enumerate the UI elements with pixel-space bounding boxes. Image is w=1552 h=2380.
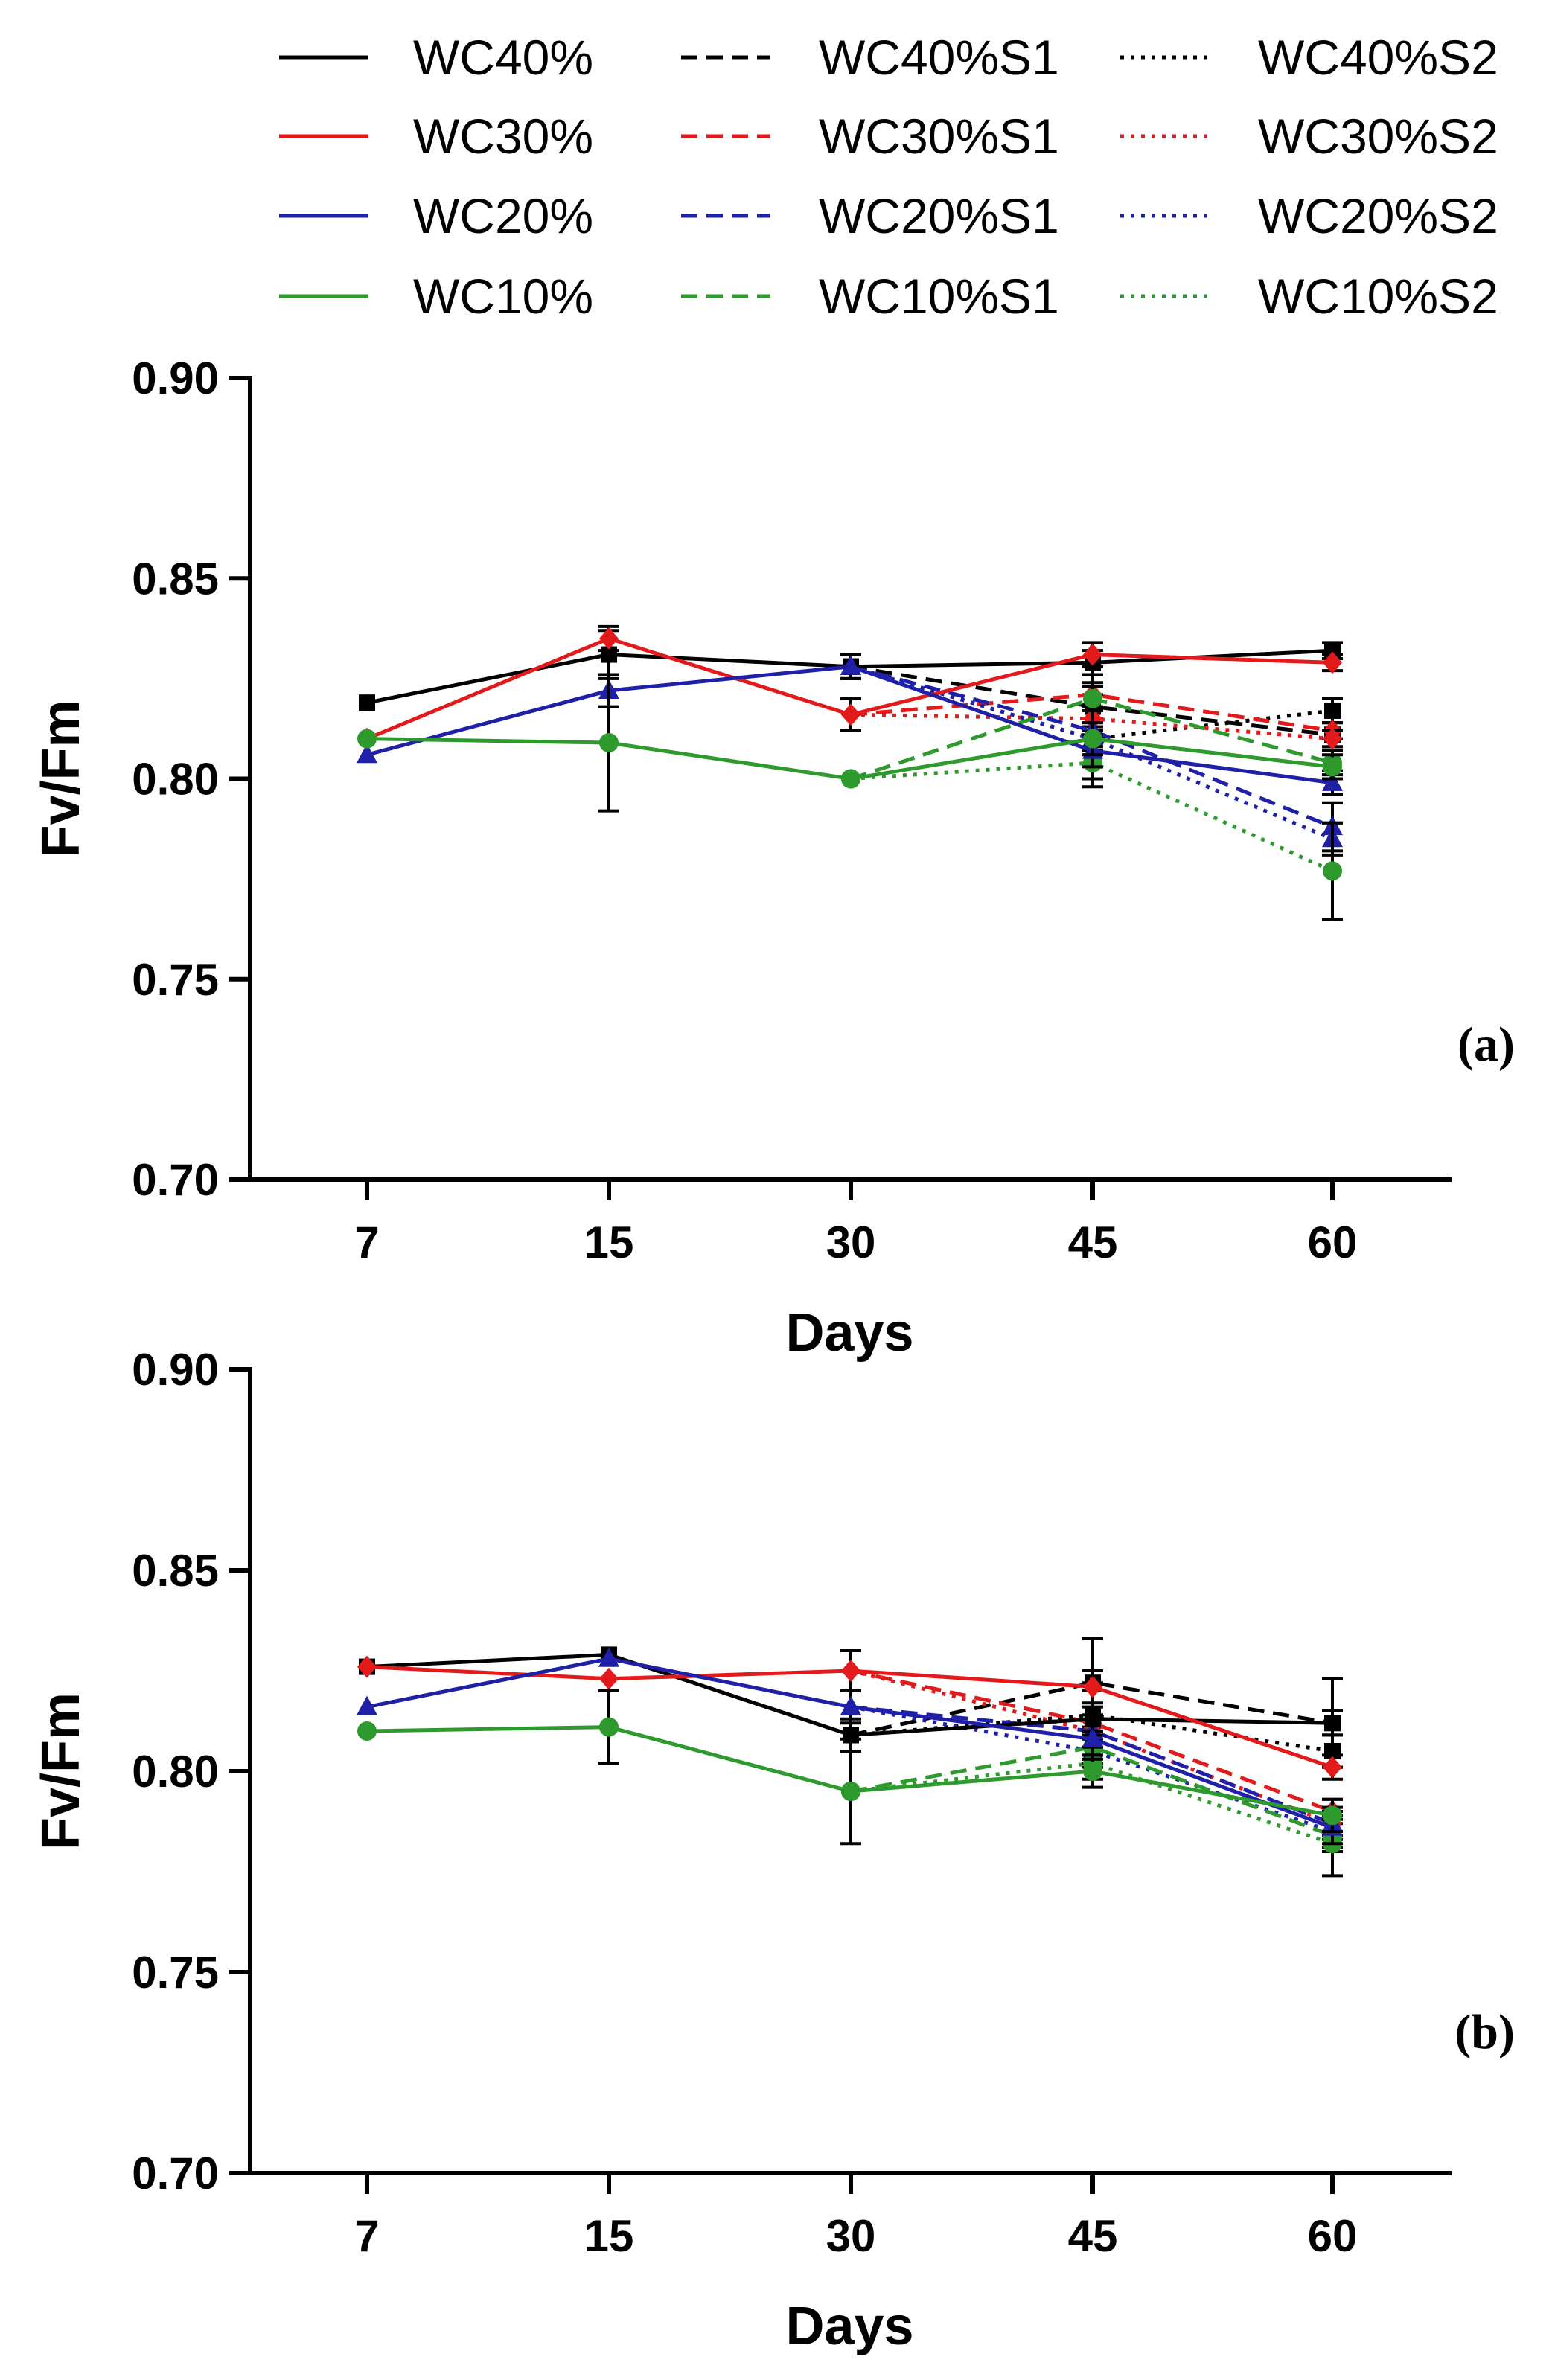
data-point	[1082, 1727, 1103, 1747]
data-point	[1323, 757, 1342, 777]
data-point	[1083, 643, 1102, 666]
data-point	[1323, 1756, 1342, 1779]
data-point	[1323, 1805, 1342, 1826]
x-tick-label-a: 60	[1308, 1218, 1358, 1267]
data-point	[1323, 651, 1342, 674]
y-tick-label-b: 0.90	[132, 1345, 219, 1395]
series-wc10pct-b	[357, 1689, 1343, 1846]
series-line	[850, 665, 1333, 829]
data-point	[840, 655, 861, 675]
y-tick-label-b: 0.85	[132, 1546, 219, 1596]
data-point	[841, 769, 860, 789]
data-point	[841, 1660, 860, 1682]
panel-b-chart: 0.70 0.75 0.80 0.85 0.90 7 15 30 45 60 Days Fv/Fm (b…	[31, 1345, 1515, 2356]
x-tick-label-b: 7	[354, 2211, 379, 2261]
x-tick-label-b: 60	[1308, 2211, 1358, 2261]
legend-label-wc10pct: WC10%	[413, 269, 593, 324]
data-point	[1323, 861, 1342, 881]
data-point	[841, 1782, 860, 1801]
x-tick-label-a: 15	[584, 1218, 634, 1267]
data-point	[357, 1695, 377, 1715]
x-tick-label-b: 45	[1068, 2211, 1118, 2261]
x-tick-label-a: 7	[354, 1218, 379, 1267]
y-tick-label-b: 0.75	[132, 1948, 219, 1997]
x-tick-label-b: 15	[584, 2211, 634, 2261]
data-point	[357, 1721, 377, 1741]
data-point	[598, 1647, 619, 1667]
legend-label-wc40pcts1: WC40%S1	[819, 30, 1059, 85]
legend-label-wc10pcts2: WC10%S2	[1258, 269, 1498, 324]
series-wc20pct-a	[357, 653, 1343, 797]
legend-label-wc40pcts2: WC40%S2	[1258, 30, 1498, 85]
legend-label-wc10pcts1: WC10%S1	[819, 269, 1059, 324]
data-point	[1083, 729, 1102, 749]
y-tick-label-a: 0.70	[132, 1155, 219, 1205]
data-point	[1083, 1762, 1102, 1781]
y-tick-label-b: 0.70	[132, 2149, 219, 2198]
series-line	[850, 1745, 1333, 1837]
data-point	[599, 733, 619, 753]
series-wc30pct-a	[357, 624, 1343, 750]
series-wc10pct-a	[357, 673, 1343, 813]
data-point	[599, 627, 619, 650]
y-tick-label-a: 0.75	[132, 955, 219, 1005]
y-tick-label-a: 0.80	[132, 755, 219, 804]
legend: WC40% WC40%S1 WC40%S2 WC30% WC30%S1 WC30%S2 WC…	[279, 30, 1498, 324]
legend-label-wc20pcts2: WC20%S2	[1258, 188, 1498, 243]
legend-label-wc30pcts1: WC30%S1	[819, 109, 1059, 164]
legend-label-wc30pcts2: WC30%S2	[1258, 109, 1498, 164]
legend-label-wc20pcts1: WC20%S1	[819, 188, 1059, 243]
data-point	[599, 1717, 619, 1737]
data-point	[1323, 727, 1342, 750]
data-point	[1324, 702, 1341, 719]
data-point	[357, 743, 377, 764]
y-tick-label-a: 0.90	[132, 354, 219, 403]
y-axis-title-a: Fv/Fm	[31, 700, 91, 857]
data-point	[359, 694, 375, 711]
series-line	[850, 665, 1333, 737]
y-tick-label-b: 0.80	[132, 1747, 219, 1797]
series-line	[850, 1669, 1333, 1814]
y-tick-label-a: 0.85	[132, 554, 219, 604]
x-tick-label-a: 45	[1068, 1218, 1118, 1267]
x-axis-title-a: Days	[785, 1303, 913, 1363]
data-point	[1083, 1675, 1102, 1698]
data-point	[357, 729, 377, 749]
data-point	[1322, 771, 1343, 791]
legend-label-wc20pct: WC20%	[413, 188, 593, 243]
data-point	[599, 1667, 619, 1690]
series-wc20pct-b	[357, 1647, 1343, 1846]
panel-label-a: (a)	[1457, 1017, 1515, 1072]
data-point	[1324, 1715, 1341, 1732]
legend-label-wc30pct: WC30%	[413, 109, 593, 164]
data-point	[840, 1695, 861, 1715]
panel-label-b: (b)	[1454, 2005, 1515, 2059]
data-point	[1083, 688, 1102, 708]
x-tick-label-b: 30	[826, 2211, 876, 2261]
x-tick-label-a: 30	[826, 1218, 876, 1267]
y-axis-title-b: Fv/Fm	[31, 1692, 91, 1850]
data-point	[841, 703, 860, 726]
panel-a-chart: 0.70 0.75 0.80 0.85 0.90 7 15 30 45 60 Days Fv/Fm (a…	[31, 354, 1515, 1363]
legend-label-wc40pct: WC40%	[413, 30, 593, 85]
data-point	[357, 1655, 377, 1678]
x-axis-title-b: Days	[785, 2297, 913, 2356]
